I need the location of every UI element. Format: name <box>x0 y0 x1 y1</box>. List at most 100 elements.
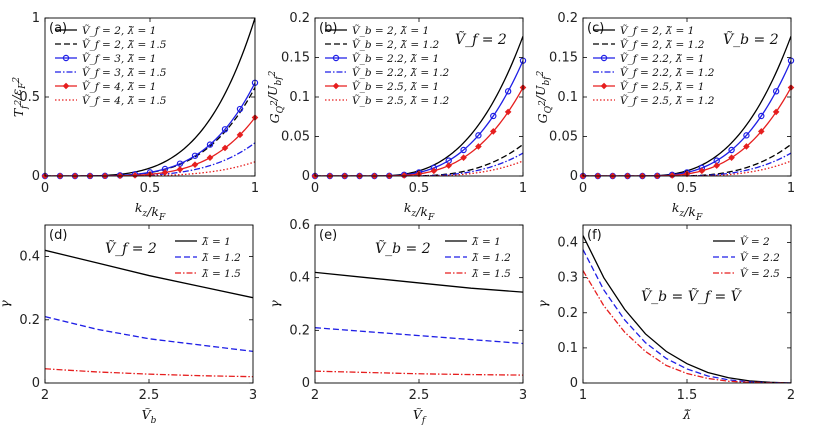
legend-label-c-0: Ṽ_f = 2, λ̃ = 1 <box>620 23 694 37</box>
series-line-d-2 <box>45 368 253 378</box>
x-tick-label-b: 0 <box>311 181 319 196</box>
y-tick-label-c: 0.15 <box>549 51 578 66</box>
y-axis-label-d: γ <box>0 300 12 308</box>
legend-label-b-4: Ṽ_b = 2.5, λ̃ = 1 <box>352 79 439 93</box>
legend-label-f-0: Ṽ = 2 <box>740 234 770 248</box>
series-marker-c-4 <box>728 154 735 161</box>
series-marker-a-2 <box>221 126 229 133</box>
x-tick-label-d: 2.5 <box>139 388 160 403</box>
legend-label-a-2: Ṽ_f = 3, λ̃ = 1 <box>82 51 156 65</box>
x-axis-label-a: kz/kF <box>135 200 166 223</box>
series-marker-a-4 <box>236 131 244 139</box>
series-marker-b-4 <box>504 108 512 116</box>
panel-b: 0 0.5 1 0 0.05 0.1 0.15 0.2 kz/kF GQ2/Ubf2 (b) Ṽ_f … <box>265 11 527 223</box>
legend-marker-c-2 <box>600 54 608 62</box>
x-tick-label-a: 0 <box>41 181 49 196</box>
y-axis-label-a: Tf2/εF2 <box>9 77 30 118</box>
x-tick-label-d: 3 <box>249 388 257 403</box>
y-tick-label-b: 0.05 <box>281 130 310 145</box>
y-tick-label-b: 0.2 <box>289 11 310 26</box>
x-axis-label-c: kz/kF <box>672 200 703 223</box>
annotation-e: Ṽ_b = 2 <box>375 239 431 257</box>
annotation-c: Ṽ_b = 2 <box>723 30 779 48</box>
legend-label-b-2: Ṽ_b = 2.2, λ̃ = 1 <box>352 51 439 65</box>
series-line-a-1 <box>45 87 255 176</box>
x-tick-label-c: 1 <box>787 181 795 196</box>
series-marker-c-2 <box>728 146 735 154</box>
legend-marker-b-4 <box>332 82 340 90</box>
series-marker-c-2 <box>743 132 750 139</box>
legend-label-c-5: Ṽ_f = 2.5, λ̃ = 1.2 <box>620 93 715 107</box>
legend-marker-c-4 <box>600 82 608 90</box>
series-marker-a-4 <box>221 144 229 152</box>
legend-d: λ̃ = 1 λ̃ = 1.2 λ̃ = 1.5 <box>175 236 241 280</box>
panel-label-a: (a) <box>49 21 67 36</box>
x-tick-label-e: 2.5 <box>409 388 430 403</box>
annotation-d: Ṽ_f = 2 <box>105 239 157 257</box>
legend-marker-a-2 <box>62 54 70 62</box>
x-tick-label-b: 0.5 <box>409 181 430 196</box>
legend-label-a-3: Ṽ_f = 3, λ̃ = 1.5 <box>82 65 167 79</box>
y-tick-label-a: 0.5 <box>19 90 40 105</box>
y-tick-label-f: 0.3 <box>557 271 578 286</box>
y-tick-label-f: 0.4 <box>557 236 578 251</box>
x-axis-label-e: Ṽf <box>413 407 427 426</box>
legend-label-c-3: Ṽ_f = 2.2, λ̃ = 1.2 <box>620 65 715 79</box>
x-axis-label-b: kz/kF <box>404 200 435 223</box>
series-marker-c-2 <box>772 88 780 95</box>
series-marker-a-4 <box>191 161 199 168</box>
y-tick-label-d: 0.2 <box>19 313 40 328</box>
series-marker-b-2 <box>475 132 482 139</box>
x-tick-label-e: 3 <box>519 388 527 403</box>
y-tick-label-d: 0.4 <box>19 250 40 265</box>
series-marker-a-2 <box>206 141 214 148</box>
series-marker-c-4 <box>668 172 676 179</box>
y-axis-label-e: γ <box>267 300 282 308</box>
legend-c: Ṽ_f = 2, λ̃ = 1Ṽ_f = 2, λ̃ = 1.2Ṽ_f = 2.… <box>593 23 715 107</box>
series-marker-a-4 <box>131 172 139 179</box>
series-marker-b-4 <box>445 162 453 169</box>
legend-label-e-0: λ̃ = 1 <box>471 236 501 248</box>
series-marker-c-4 <box>713 162 721 169</box>
legend-label-a-0: Ṽ_f = 2, λ̃ = 1 <box>82 23 156 37</box>
y-tick-label-a: 0 <box>32 169 40 184</box>
y-tick-label-b: 0 <box>302 169 310 184</box>
y-tick-label-f: 0 <box>570 376 578 391</box>
series-marker-b-2 <box>460 146 467 154</box>
series-line-d-0 <box>45 249 253 299</box>
y-tick-label-c: 0.05 <box>549 130 578 145</box>
x-axis-label-d: Ṽb <box>142 407 157 426</box>
series-marker-a-4 <box>176 166 184 173</box>
series-marker-a-4 <box>206 154 214 162</box>
legend-label-c-4: Ṽ_f = 2.5, λ̃ = 1 <box>620 79 704 93</box>
series-marker-b-2 <box>504 88 512 95</box>
panel-label-d: (d) <box>49 228 67 243</box>
series-line-e-1 <box>315 327 523 345</box>
panel-label-e: (e) <box>319 228 337 243</box>
y-axis-label-f: γ <box>535 300 550 308</box>
y-tick-label-c: 0 <box>570 169 578 184</box>
legend-label-d-1: λ̃ = 1.2 <box>201 252 241 264</box>
legend-label-a-1: Ṽ_f = 2, λ̃ = 1.5 <box>82 37 167 51</box>
series-marker-c-4 <box>757 128 765 135</box>
x-tick-label-c: 0 <box>579 181 587 196</box>
series-marker-b-4 <box>489 128 497 135</box>
panel-c: 0 0.5 1 0 0.05 0.1 0.15 0.2 kz/kF GQ2/Ubf2 (c) Ṽ_b … <box>533 11 795 223</box>
y-tick-label-b: 0.1 <box>289 90 310 105</box>
series-marker-a-2 <box>236 105 244 113</box>
x-tick-label-e: 2 <box>311 388 319 403</box>
y-tick-label-f: 0.2 <box>557 306 578 321</box>
legend-label-d-0: λ̃ = 1 <box>201 236 231 248</box>
series-marker-c-4 <box>772 108 780 116</box>
series-marker-b-4 <box>460 154 467 161</box>
panel-label-c: (c) <box>587 21 604 36</box>
x-tick-label-f: 2 <box>787 388 795 403</box>
legend-label-c-2: Ṽ_f = 2.2, λ̃ = 1 <box>620 51 704 65</box>
legend-label-d-2: λ̃ = 1.5 <box>201 268 241 280</box>
panel-f: 1 1.5 2 0 0.1 0.2 0.3 0.4 λ̃ γ (f) Ṽ_b = Ṽ_f = Ṽ Ṽ =… <box>535 224 795 422</box>
series-line-e-2 <box>315 370 523 376</box>
legend-label-b-3: Ṽ_b = 2.2, λ̃ = 1.2 <box>352 65 450 79</box>
legend-b: Ṽ_b = 2, λ̃ = 1Ṽ_b = 2, λ̃ = 1.2Ṽ_b = 2.… <box>325 23 450 107</box>
